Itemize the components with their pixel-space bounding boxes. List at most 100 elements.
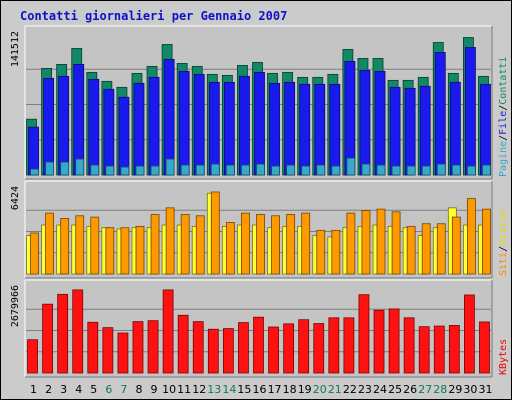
bar-file-day-1 [28,126,39,176]
bar-siti-day-21 [331,229,341,275]
x-tick-label: 9 [151,383,158,396]
x-tick-label: 24 [373,383,387,396]
bar-kbytes-day-8 [132,321,144,374]
bar-kbytes-day-19 [298,319,310,374]
bar-pagine-day-29 [451,164,461,176]
bar-pagine-day-28 [436,163,446,176]
x-tick-label: 19 [298,383,312,396]
bar-file-day-28 [434,52,446,176]
bar-siti-day-6 [105,227,115,275]
bar-pagine-day-19 [301,165,311,176]
bar-kbytes-day-10 [162,289,174,374]
legend: Siti/Visite [498,210,509,276]
bar-siti-day-26 [406,225,416,275]
bar-kbytes-day-11 [177,314,189,374]
bar-siti-day-12 [195,215,205,275]
bar-siti-day-18 [286,214,296,275]
bar-file-day-3 [58,75,70,176]
bar-pagine-day-14 [225,164,235,176]
bar-kbytes-day-1 [27,339,38,374]
bar-kbytes-day-24 [373,309,385,374]
bar-file-day-7 [118,96,130,176]
bar-kbytes-day-31 [479,321,490,374]
y-max-label: 2679966 [10,285,21,327]
x-tick-label: 1 [30,383,37,396]
bar-siti-day-28 [436,223,446,275]
bar-pagine-day-26 [406,165,416,176]
bar-kbytes-day-13 [207,328,219,374]
bar-file-day-30 [465,47,476,176]
bar-pagine-day-5 [90,164,100,176]
x-tick-label: 31 [478,383,492,396]
bar-file-day-2 [43,77,54,176]
bar-kbytes-day-18 [283,323,295,374]
bar-kbytes-day-23 [358,294,370,374]
x-tick-label: 21 [328,383,342,396]
bar-siti-day-17 [271,215,280,275]
bar-kbytes-day-5 [87,321,99,374]
bar-kbytes-day-15 [238,322,249,374]
x-tick-label: 22 [343,383,357,396]
bar-siti-day-24 [376,208,386,275]
bar-file-day-21 [329,83,341,176]
x-tick-label: 14 [222,383,236,396]
bar-pagine-day-22 [346,157,356,176]
legend-entry: Visite [498,210,509,246]
bar-kbytes-day-14 [222,328,234,374]
bar-file-day-10 [163,59,175,176]
bar-siti-day-25 [391,211,401,275]
x-tick-label: 18 [283,383,297,396]
bar-file-day-15 [239,75,250,176]
x-tick-label: 12 [192,383,206,396]
y-max-label: 141512 [10,31,21,67]
bar-pagine-day-8 [135,165,145,176]
bar-kbytes-day-20 [313,323,325,374]
bar-file-day-6 [103,88,115,176]
bar-siti-day-27 [421,223,431,275]
bar-file-day-8 [133,82,145,176]
bar-kbytes-day-3 [57,293,69,374]
bar-pagine-day-2 [45,161,54,176]
bar-pagine-day-30 [467,165,476,176]
bar-kbytes-day-4 [72,289,84,374]
x-tick-label: 13 [207,383,221,396]
legend-entry: / [498,246,509,252]
x-tick-label: 25 [388,383,402,396]
bar-file-day-29 [449,81,461,176]
bar-pagine-day-4 [75,158,85,176]
bar-file-day-13 [208,81,220,176]
bar-pagine-day-31 [482,164,491,176]
bar-siti-day-5 [90,216,100,275]
bar-siti-day-30 [467,198,476,275]
bar-file-day-5 [88,78,100,176]
bar-kbytes-day-17 [268,326,279,374]
bar-file-day-9 [148,76,160,176]
bar-pagine-day-15 [241,164,250,176]
x-tick-label: 17 [268,383,282,396]
bar-siti-day-23 [361,210,371,275]
y-max-label: 6424 [10,186,21,210]
bar-kbytes-day-9 [147,320,159,374]
x-tick-label: 16 [253,383,267,396]
bar-pagine-day-13 [210,163,220,176]
bar-pagine-day-20 [316,164,326,176]
bar-pagine-day-11 [180,164,190,176]
bar-file-day-19 [299,83,311,176]
bar-pagine-day-18 [286,164,296,176]
bar-file-day-25 [389,86,401,176]
bar-pagine-day-6 [105,165,115,176]
bar-file-day-12 [193,73,205,176]
bar-pagine-day-23 [361,163,371,176]
bar-pagine-day-27 [421,165,431,176]
bar-file-day-24 [374,70,386,176]
bar-siti-day-4 [75,215,85,275]
bar-file-day-4 [73,64,85,176]
x-tick-label: 5 [90,383,97,396]
bar-pagine-day-3 [60,161,70,176]
x-tick-label: 27 [418,383,432,396]
bar-siti-day-9 [150,214,160,275]
bar-kbytes-day-7 [117,332,129,374]
x-tick-label: 8 [135,383,142,396]
bar-file-day-26 [404,87,416,176]
